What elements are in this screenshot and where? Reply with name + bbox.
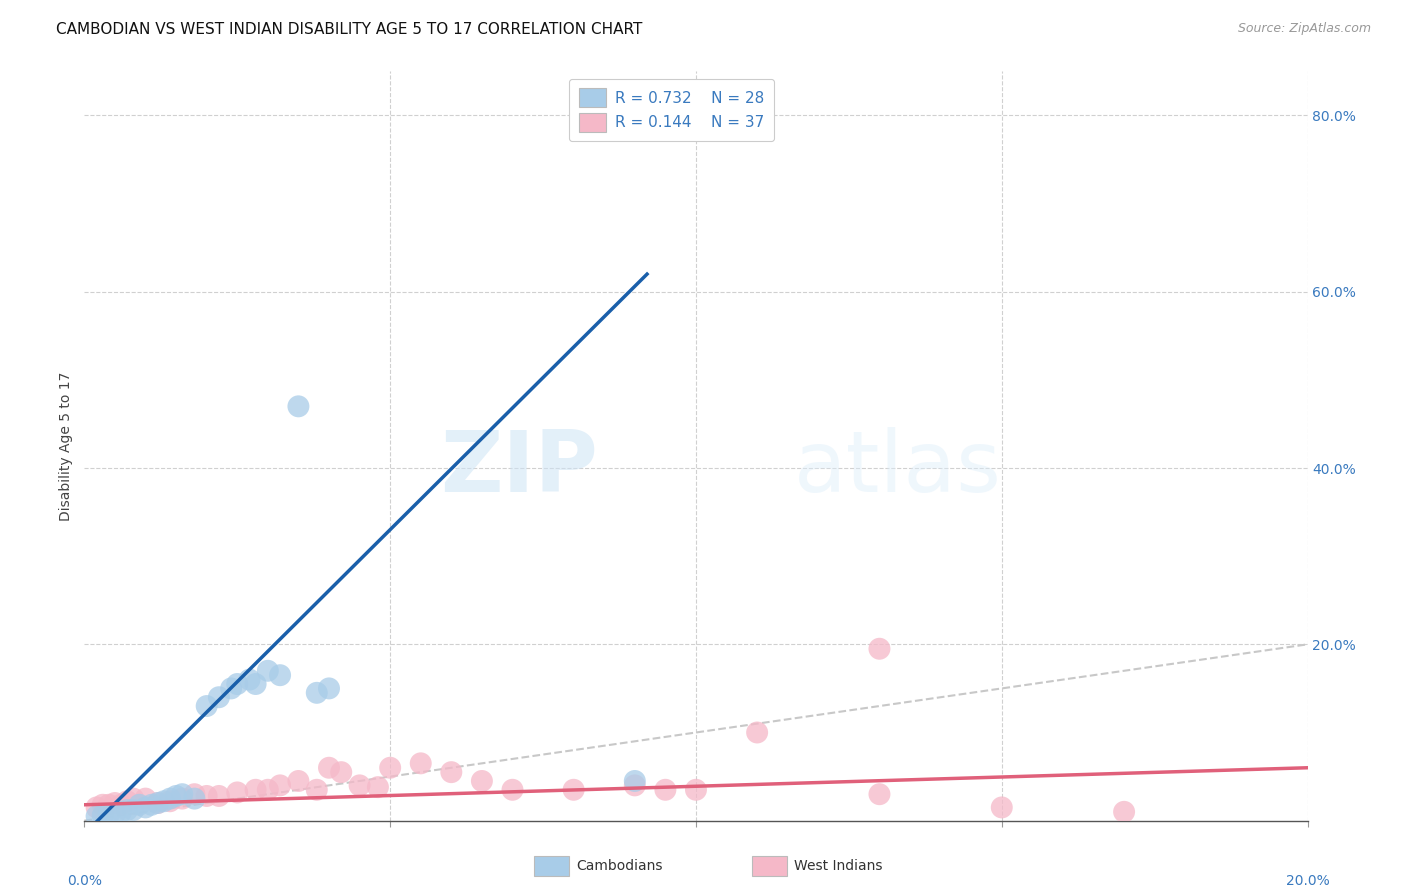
Point bbox=[685, 782, 707, 797]
Point bbox=[305, 782, 328, 797]
Point bbox=[318, 761, 340, 775]
Point bbox=[172, 787, 194, 801]
Point bbox=[115, 794, 138, 808]
Y-axis label: Disability Age 5 to 17: Disability Age 5 to 17 bbox=[59, 371, 73, 521]
Point bbox=[91, 808, 114, 822]
Point bbox=[367, 780, 389, 794]
Point bbox=[869, 641, 891, 656]
Point bbox=[287, 400, 309, 414]
Point bbox=[159, 791, 181, 805]
Point bbox=[991, 800, 1014, 814]
Point bbox=[624, 774, 647, 789]
Point bbox=[238, 673, 260, 687]
Point bbox=[115, 803, 138, 817]
Point bbox=[654, 782, 676, 797]
Point bbox=[110, 805, 132, 819]
Point bbox=[110, 797, 132, 812]
Point bbox=[257, 782, 280, 797]
Point bbox=[245, 782, 267, 797]
Point bbox=[97, 797, 120, 812]
Point bbox=[1114, 805, 1136, 819]
Point bbox=[86, 800, 108, 814]
Point bbox=[159, 794, 181, 808]
Point bbox=[146, 796, 169, 810]
Point bbox=[471, 774, 494, 789]
Text: West Indians: West Indians bbox=[794, 859, 883, 873]
Point bbox=[135, 800, 157, 814]
Point bbox=[172, 791, 194, 805]
Text: Source: ZipAtlas.com: Source: ZipAtlas.com bbox=[1237, 22, 1371, 36]
Point bbox=[91, 797, 114, 812]
Point bbox=[502, 782, 524, 797]
Point bbox=[122, 803, 145, 817]
Point bbox=[226, 785, 249, 799]
Point bbox=[183, 787, 205, 801]
Point bbox=[104, 806, 127, 821]
Point bbox=[153, 794, 176, 808]
Point bbox=[380, 761, 402, 775]
Point bbox=[330, 765, 353, 780]
Point bbox=[195, 699, 218, 714]
Point bbox=[183, 791, 205, 805]
Legend: R = 0.732    N = 28, R = 0.144    N = 37: R = 0.732 N = 28, R = 0.144 N = 37 bbox=[569, 79, 773, 141]
Point bbox=[257, 664, 280, 678]
Point bbox=[562, 782, 585, 797]
Point bbox=[104, 796, 127, 810]
Point bbox=[97, 807, 120, 822]
Point bbox=[624, 778, 647, 792]
Point bbox=[195, 789, 218, 803]
Point bbox=[208, 789, 231, 803]
Point bbox=[305, 686, 328, 700]
Text: atlas: atlas bbox=[794, 427, 1002, 510]
Text: Cambodians: Cambodians bbox=[576, 859, 664, 873]
Point bbox=[146, 796, 169, 810]
Point bbox=[349, 778, 371, 792]
Point bbox=[409, 756, 432, 771]
Text: 0.0%: 0.0% bbox=[67, 873, 101, 888]
Point bbox=[269, 778, 291, 792]
Text: CAMBODIAN VS WEST INDIAN DISABILITY AGE 5 TO 17 CORRELATION CHART: CAMBODIAN VS WEST INDIAN DISABILITY AGE … bbox=[56, 22, 643, 37]
Text: 20.0%: 20.0% bbox=[1285, 873, 1330, 888]
Point bbox=[226, 677, 249, 691]
Point bbox=[135, 791, 157, 805]
Point bbox=[141, 797, 163, 812]
Point bbox=[287, 774, 309, 789]
Point bbox=[128, 797, 150, 812]
Point bbox=[440, 765, 463, 780]
Point bbox=[165, 789, 187, 803]
Text: ZIP: ZIP bbox=[440, 427, 598, 510]
Point bbox=[269, 668, 291, 682]
Point bbox=[219, 681, 242, 696]
Point bbox=[747, 725, 769, 739]
Point bbox=[869, 787, 891, 801]
Point bbox=[122, 791, 145, 805]
Point bbox=[86, 809, 108, 823]
Point bbox=[208, 690, 231, 705]
Point bbox=[318, 681, 340, 696]
Point bbox=[245, 677, 267, 691]
